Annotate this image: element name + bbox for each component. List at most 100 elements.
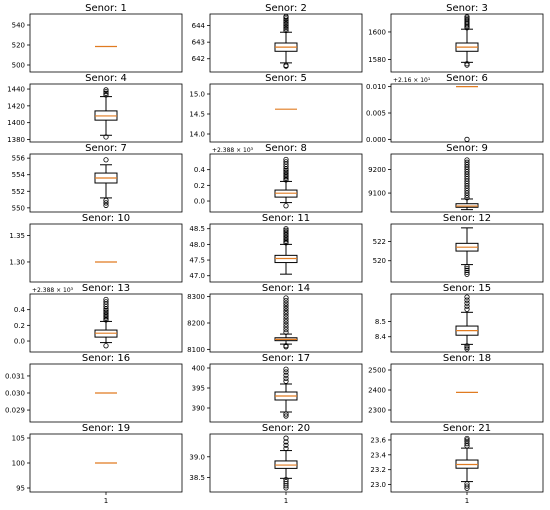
outlier-point xyxy=(283,483,289,489)
subplot-15: Senor: 15 8.4 8.5 xyxy=(375,283,544,353)
y-tick-label: 1600 xyxy=(368,28,386,36)
y-tick-label: 14.5 xyxy=(189,111,205,119)
y-tick-label: 8200 xyxy=(187,320,205,328)
outlier-point xyxy=(103,90,109,96)
outlier-point xyxy=(283,344,289,350)
axes-frame xyxy=(209,83,363,143)
y-tick-label: 95 xyxy=(16,485,25,493)
subplot-title: Senor: 16 xyxy=(82,353,130,364)
y-tick-label: 0.005 xyxy=(366,110,386,118)
y-tick-label: 9200 xyxy=(368,166,386,174)
outlier-point xyxy=(283,159,289,165)
y-tick-label: 39.0 xyxy=(189,453,205,461)
y-tick-label: 552 xyxy=(12,188,25,196)
outlier-point xyxy=(464,159,470,165)
subplot-title: Senor: 15 xyxy=(443,283,491,294)
outlier-point xyxy=(283,19,289,25)
outlier-point xyxy=(464,346,470,352)
outlier-point xyxy=(283,319,289,325)
outlier-point xyxy=(464,157,470,163)
y-tick-label: 643 xyxy=(192,39,205,47)
axes-frame xyxy=(390,223,544,283)
outlier-point xyxy=(464,294,470,300)
y-tick-label: 1.35 xyxy=(9,232,25,240)
axes-frame xyxy=(209,363,363,423)
outlier-point xyxy=(283,372,289,378)
outlier-point xyxy=(464,62,470,68)
outlier-point xyxy=(283,413,289,419)
outlier-point xyxy=(464,303,470,309)
outlier-point xyxy=(103,134,109,140)
outlier-point xyxy=(283,227,289,233)
outlier-point xyxy=(283,167,289,174)
y-tick-label: 2300 xyxy=(368,407,386,415)
subplot-title: Senor: 17 xyxy=(262,353,310,364)
outlier-point xyxy=(103,309,109,315)
outlier-point xyxy=(464,483,470,489)
y-tick-label: 47.0 xyxy=(189,272,205,280)
y-tick-label: 0.0 xyxy=(194,198,205,206)
subplot-6: Senor: 6 +2.16 × 10¹ 0.000 0.005 0.010 xyxy=(366,73,544,144)
subplot-18: Senor: 18 2300 2400 2500 xyxy=(368,353,544,423)
outlier-point xyxy=(283,226,289,232)
outlier-point xyxy=(283,445,289,452)
axes-frame xyxy=(29,13,183,73)
axes-frame xyxy=(390,293,544,353)
y-tick-label: 0.010 xyxy=(366,83,386,91)
outlier-point xyxy=(283,303,289,309)
subplot-20: Senor: 20 38.5 39.0 1 xyxy=(189,423,363,505)
y-tick-label: 1380 xyxy=(7,136,25,144)
subplot-16: Senor: 16 0.029 0.030 0.031 xyxy=(5,353,183,423)
axes-frame xyxy=(390,433,544,493)
outlier-point xyxy=(103,157,109,163)
outlier-point xyxy=(283,13,289,20)
subplot-3: Senor: 3 1580 1600 xyxy=(368,3,544,73)
outlier-point xyxy=(283,485,289,491)
subplot-title: Senor: 10 xyxy=(82,213,130,224)
y-tick-label: 23.4 xyxy=(370,451,386,459)
outlier-point xyxy=(464,271,470,277)
y-tick-label: 8.4 xyxy=(375,333,387,341)
outlier-point xyxy=(464,265,470,272)
outlier-point xyxy=(283,321,289,327)
y-tick-label: 1.30 xyxy=(9,258,25,266)
subplot-title: Senor: 8 xyxy=(265,143,307,154)
y-tick-label: 550 xyxy=(12,204,25,212)
outlier-point xyxy=(283,21,289,27)
x-tick-label: 1 xyxy=(284,497,288,505)
outlier-point xyxy=(103,197,109,203)
y-tick-label: 642 xyxy=(192,55,205,63)
subplot-title: Senor: 14 xyxy=(262,283,310,294)
outlier-point xyxy=(283,411,289,417)
outlier-point xyxy=(283,305,289,312)
outlier-point xyxy=(283,442,289,448)
outlier-point xyxy=(283,203,289,209)
subplot-13: Senor: 13 +2.388 × 10³ 0.0 0.2 0.4 xyxy=(14,283,183,353)
outlier-point xyxy=(103,343,109,349)
outlier-point xyxy=(283,369,289,375)
subplot-title: Senor: 5 xyxy=(265,73,307,84)
y-tick-label: 1580 xyxy=(368,56,386,64)
y-tick-label: 8100 xyxy=(187,346,205,354)
outlier-point xyxy=(283,295,289,301)
axis-offset-label: +2.388 × 10³ xyxy=(212,147,254,154)
outlier-point xyxy=(103,92,109,98)
y-tick-label: 15.0 xyxy=(189,91,205,99)
y-tick-label: 1440 xyxy=(7,86,25,94)
outlier-point xyxy=(103,202,109,208)
outlier-point xyxy=(283,229,289,235)
axis-offset-label: +2.16 × 10¹ xyxy=(393,77,431,84)
outlier-point xyxy=(464,344,470,351)
y-tick-label: 38.5 xyxy=(189,474,205,482)
subplot-title: Senor: 12 xyxy=(443,213,491,224)
outlier-point xyxy=(283,63,289,69)
axes-frame xyxy=(390,363,544,423)
axes-frame xyxy=(390,13,544,73)
y-tick-label: 23.6 xyxy=(370,436,386,444)
x-tick-label: 1 xyxy=(465,497,469,505)
y-tick-label: 520 xyxy=(12,42,25,50)
outlier-point xyxy=(464,343,470,349)
subplot-19: Senor: 19 95 100 105 1 xyxy=(12,423,183,505)
outlier-point xyxy=(464,14,470,20)
